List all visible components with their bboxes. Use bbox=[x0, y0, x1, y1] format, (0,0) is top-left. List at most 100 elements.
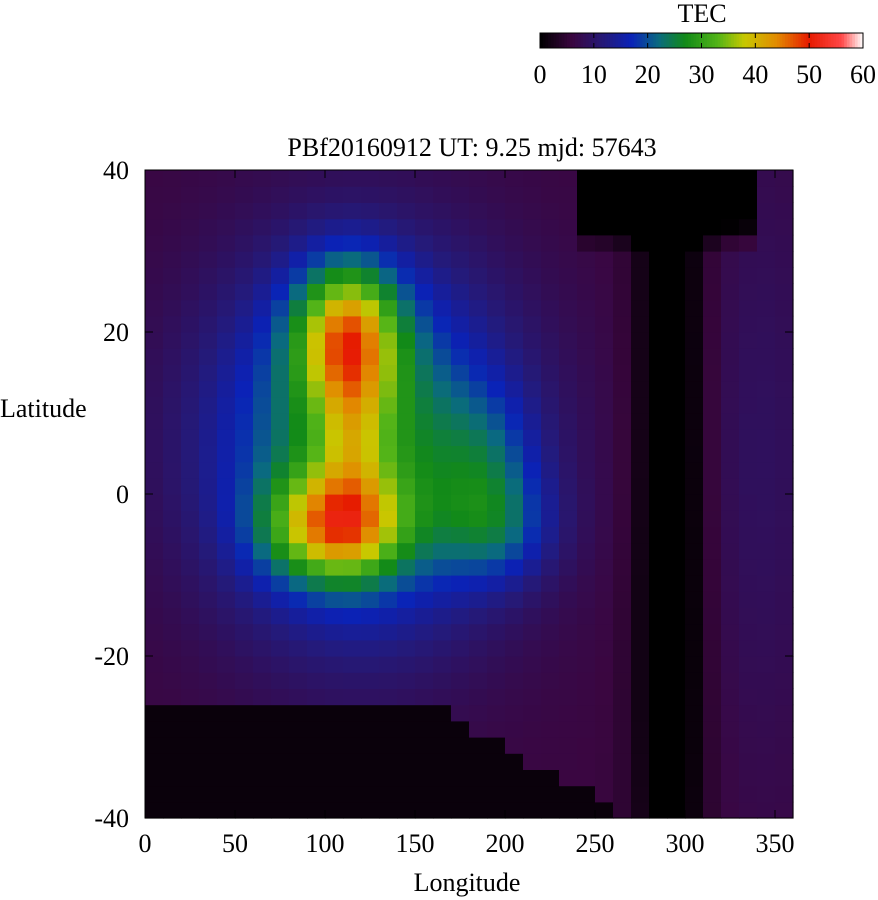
heatmap-cell bbox=[541, 769, 560, 787]
heatmap-cell bbox=[757, 753, 776, 770]
heatmap-cell bbox=[541, 639, 560, 657]
heatmap-cell bbox=[361, 299, 380, 317]
heatmap-cell bbox=[289, 202, 308, 220]
heatmap-cell bbox=[685, 299, 704, 317]
heatmap-cell bbox=[325, 396, 344, 414]
heatmap-cell bbox=[757, 623, 776, 641]
heatmap-cell bbox=[325, 607, 344, 625]
heatmap-cell bbox=[217, 234, 236, 252]
heatmap-cell bbox=[343, 672, 362, 689]
heatmap-cell bbox=[649, 429, 668, 446]
heatmap-cell bbox=[415, 170, 434, 187]
heatmap-cell bbox=[487, 510, 506, 527]
heatmap-cell bbox=[235, 753, 254, 770]
heatmap-cell bbox=[685, 558, 704, 576]
heatmap-cell bbox=[577, 688, 596, 706]
heatmap-cell bbox=[271, 704, 290, 722]
heatmap-cell bbox=[361, 623, 380, 641]
heatmap-cell bbox=[505, 267, 524, 284]
heatmap-cell bbox=[379, 202, 398, 220]
heatmap-cell bbox=[505, 785, 524, 803]
heatmap-cell bbox=[505, 704, 524, 722]
heatmap-cell bbox=[523, 575, 542, 592]
heatmap-cell bbox=[145, 186, 164, 203]
heatmap-cell bbox=[505, 170, 524, 187]
heatmap-cell bbox=[307, 218, 326, 236]
heatmap-cell bbox=[667, 332, 686, 349]
heatmap-cell bbox=[613, 737, 632, 754]
colorbar-cell bbox=[779, 33, 783, 48]
colorbar-cell bbox=[628, 33, 633, 48]
heatmap-cell bbox=[181, 542, 200, 560]
heatmap-cell bbox=[523, 510, 542, 527]
heatmap-cell bbox=[289, 720, 308, 738]
heatmap-cell bbox=[523, 445, 542, 463]
heatmap-cell bbox=[685, 510, 704, 527]
heatmap-cell bbox=[613, 688, 632, 706]
heatmap-cell bbox=[379, 299, 398, 317]
heatmap-cell bbox=[451, 510, 470, 527]
heatmap-cell bbox=[505, 769, 524, 787]
heatmap-cell bbox=[307, 542, 326, 560]
heatmap-cell bbox=[307, 396, 326, 414]
heatmap-cell bbox=[217, 202, 236, 220]
heatmap-cell bbox=[469, 218, 488, 236]
heatmap-cell bbox=[595, 283, 614, 301]
colorbar-cell bbox=[828, 33, 832, 48]
heatmap-cell bbox=[325, 332, 344, 349]
heatmap-cell bbox=[325, 656, 344, 673]
heatmap-cell bbox=[541, 753, 560, 770]
heatmap-cell bbox=[415, 510, 434, 527]
heatmap-cell bbox=[163, 429, 182, 446]
heatmap-cell bbox=[271, 639, 290, 657]
heatmap-cell bbox=[145, 364, 164, 382]
heatmap-cell bbox=[685, 753, 704, 770]
heatmap-cell bbox=[595, 315, 614, 333]
heatmap-cell bbox=[667, 348, 686, 365]
heatmap-cell bbox=[721, 380, 740, 398]
heatmap-cell bbox=[523, 364, 542, 382]
heatmap-cell bbox=[703, 753, 722, 770]
colorbar-cell bbox=[706, 33, 711, 48]
heatmap-cell bbox=[757, 575, 776, 592]
heatmap-cell bbox=[433, 737, 452, 754]
heatmap-cell bbox=[289, 688, 308, 706]
colorbar-cell bbox=[647, 33, 651, 48]
heatmap-cell bbox=[271, 607, 290, 625]
heatmap-cell bbox=[325, 526, 344, 544]
heatmap-cell bbox=[271, 218, 290, 236]
heatmap-cell bbox=[739, 380, 758, 398]
heatmap-cell bbox=[289, 737, 308, 754]
heatmap-cell bbox=[181, 656, 200, 673]
heatmap-cell bbox=[667, 170, 686, 187]
heatmap-cell bbox=[613, 380, 632, 398]
heatmap-cell bbox=[325, 737, 344, 754]
heatmap-cell bbox=[613, 251, 632, 268]
heatmap-cell bbox=[775, 704, 794, 722]
heatmap-cell bbox=[433, 510, 452, 527]
heatmap-cell bbox=[271, 575, 290, 592]
heatmap-cell bbox=[199, 477, 218, 495]
heatmap-cell bbox=[469, 688, 488, 706]
colorbar-cell bbox=[591, 33, 595, 48]
heatmap-cell bbox=[469, 477, 488, 495]
heatmap-cell bbox=[469, 364, 488, 382]
heatmap-cell bbox=[613, 558, 632, 576]
heatmap-cell bbox=[199, 591, 218, 608]
heatmap-cell bbox=[253, 526, 272, 544]
heatmap-cell bbox=[469, 542, 488, 560]
heatmap-cell bbox=[739, 202, 758, 220]
heatmap-cell bbox=[595, 429, 614, 446]
heatmap-cell bbox=[667, 461, 686, 479]
heatmap-cell bbox=[325, 704, 344, 722]
colorbar-cell bbox=[822, 33, 826, 48]
heatmap-cell bbox=[559, 202, 578, 220]
heatmap-cell bbox=[163, 170, 182, 187]
heatmap-cell bbox=[469, 445, 488, 463]
heatmap-cell bbox=[379, 542, 398, 560]
heatmap-cell bbox=[289, 704, 308, 722]
heatmap-cell bbox=[613, 186, 632, 203]
heatmap-cell bbox=[433, 396, 452, 414]
heatmap-cell bbox=[433, 494, 452, 511]
heatmap-cell bbox=[145, 510, 164, 527]
